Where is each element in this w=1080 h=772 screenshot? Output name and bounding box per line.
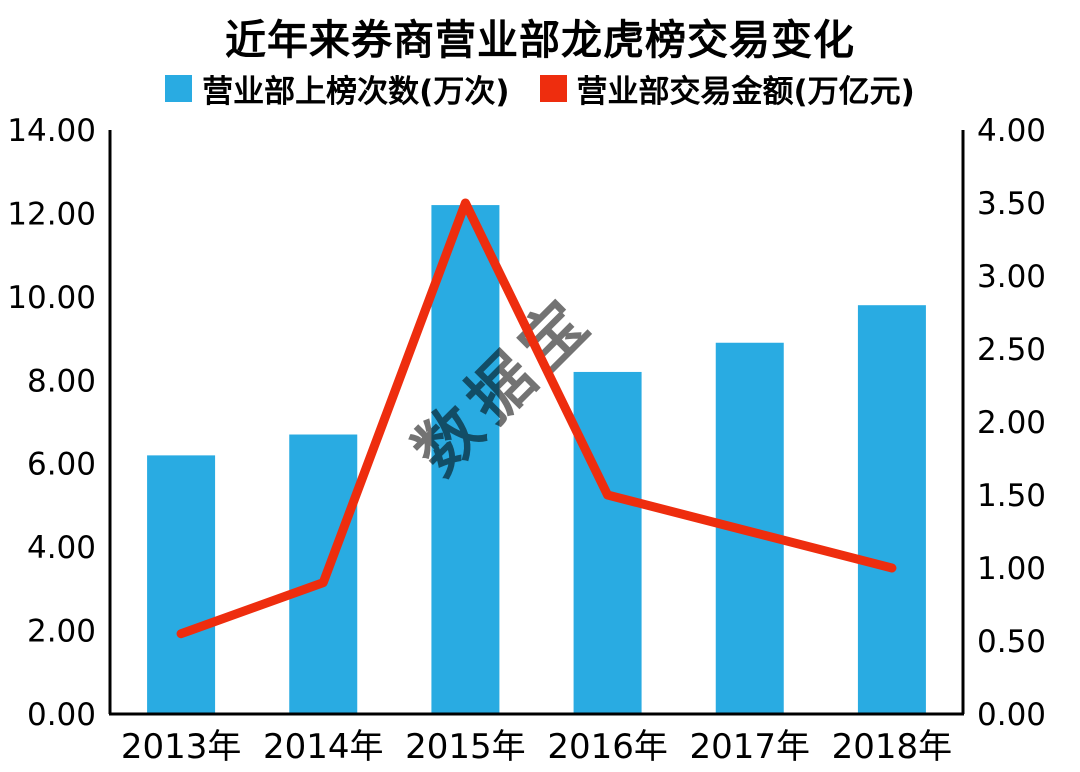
line-series — [176, 198, 897, 639]
legend-label-line: 营业部交易金额(万亿元) — [576, 74, 915, 110]
right-tick-label-5: 2.50 — [977, 332, 1046, 368]
left-tick-label-3: 6.00 — [27, 447, 96, 483]
right-tick-label-7: 3.50 — [977, 186, 1046, 222]
left-tick-label-5: 10.00 — [7, 280, 96, 316]
right-tick-label-2: 1.00 — [977, 551, 1046, 587]
right-tick-label-1: 0.50 — [977, 624, 1046, 660]
right-tick-label-0: 0.00 — [977, 697, 1046, 733]
bar-0 — [147, 455, 216, 714]
left-tick-label-7: 14.00 — [7, 113, 96, 149]
left-tick-label-2: 4.00 — [27, 530, 96, 566]
x-tick-label-2: 2015年 — [405, 727, 526, 767]
x-tick-label-1: 2014年 — [263, 727, 384, 767]
left-tick-label-1: 2.00 — [27, 614, 96, 650]
bar-3 — [573, 371, 642, 714]
left-tick-label-0: 0.00 — [27, 697, 96, 733]
legend-label-bars: 营业部上榜次数(万次) — [202, 74, 510, 110]
bar-5 — [857, 305, 926, 714]
right-tick-label-8: 4.00 — [977, 113, 1046, 149]
legend-swatch-bars-icon — [165, 75, 193, 102]
right-tick-label-4: 2.00 — [977, 405, 1046, 441]
legend-item-line: 营业部交易金额(万亿元) — [539, 66, 915, 111]
x-tick-label-5: 2018年 — [832, 727, 953, 767]
bar-2 — [431, 205, 500, 715]
x-tick-label-3: 2016年 — [547, 727, 668, 767]
legend: 营业部上榜次数(万次) 营业部交易金额(万亿元) — [0, 66, 1080, 111]
x-tick-label-4: 2017年 — [689, 727, 810, 767]
left-tick-label-4: 8.00 — [27, 363, 96, 399]
right-tick-label-6: 3.00 — [977, 259, 1046, 295]
legend-item-bars: 营业部上榜次数(万次) — [165, 66, 510, 111]
left-tick-label-6: 12.00 — [7, 196, 96, 232]
legend-swatch-line-icon — [539, 75, 567, 102]
chart-title: 近年来券商营业部龙虎榜交易变化 — [225, 16, 855, 64]
right-tick-label-3: 1.50 — [977, 478, 1046, 514]
x-tick-label-0: 2013年 — [121, 727, 242, 767]
